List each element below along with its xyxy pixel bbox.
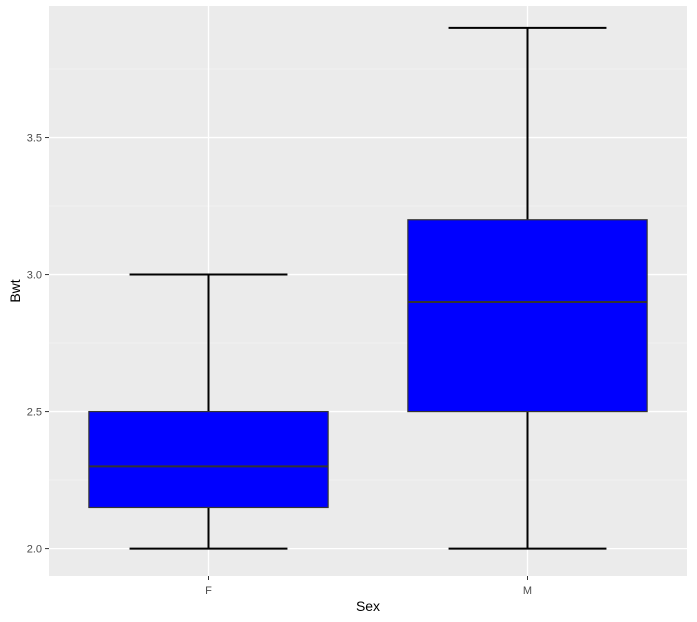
iqr-box [88,410,329,509]
y-tick-label: 2.5 [27,407,42,419]
x-tick-label: M [523,585,532,597]
x-tick-label: F [205,585,212,597]
y-tick-label: 3.5 [27,133,42,145]
box-group-F [88,273,329,550]
y-tick-label: 3.0 [27,270,42,282]
y-axis-ticks: 2.0 2.5 3.0 3.5 [27,133,49,556]
y-tick-label: 2.0 [27,544,42,556]
y-axis-title: Bwt [7,279,23,302]
x-axis-title: Sex [356,598,380,614]
boxes-layer [88,26,648,550]
iqr-box [407,219,648,413]
box-group-M [407,26,648,550]
